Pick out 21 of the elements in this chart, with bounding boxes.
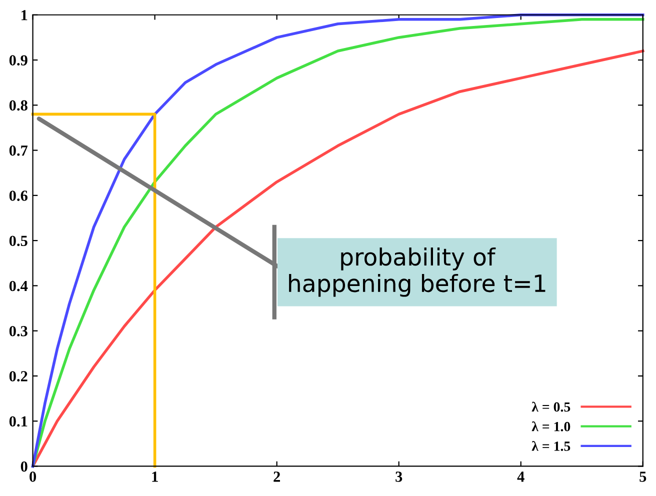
x-tick-label: 0	[30, 472, 36, 482]
legend-label: λ = 0.5	[532, 402, 570, 412]
y-tick-label: 0.3	[9, 326, 28, 336]
y-tick-label: 0.5	[9, 236, 28, 246]
y-tick-label: 0.1	[9, 416, 28, 427]
y-tick-label: 0.8	[9, 100, 28, 111]
y-tick-label: 0.2	[9, 371, 28, 382]
legend-label: λ = 1.5	[532, 441, 570, 451]
y-tick-label: 0.6	[9, 190, 28, 201]
x-tick-label: 4	[517, 472, 524, 482]
y-tick-label: 0.4	[9, 280, 28, 292]
x-tick-label: 1	[152, 472, 158, 482]
y-tick-label: 0	[20, 461, 28, 472]
legend-label: λ = 1.0	[532, 421, 570, 432]
y-tick-label: 0.7	[9, 145, 28, 156]
annotation: probability of happening before t=1	[289, 248, 546, 297]
y-tick-label: 1	[22, 10, 28, 20]
y-tick-label: 0.9	[9, 55, 28, 66]
x-tick-label: 5	[640, 472, 646, 482]
x-tick-label: 2	[274, 472, 280, 482]
x-tick-label: 3	[396, 472, 402, 482]
